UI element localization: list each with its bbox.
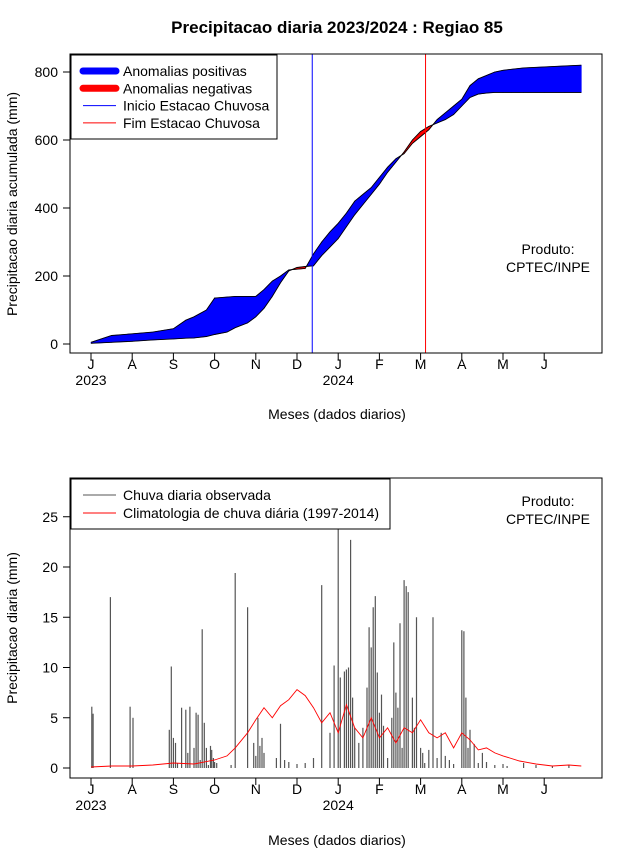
positive-anomaly-area bbox=[346, 200, 356, 228]
y-tick-label: 5 bbox=[50, 710, 58, 726]
y-axis-title: Precipitacao diaria acumulada (mm) bbox=[4, 92, 20, 316]
legend-box bbox=[70, 478, 391, 530]
positive-anomaly-area bbox=[214, 296, 228, 335]
y-tick-label: 200 bbox=[35, 268, 59, 284]
x-tick-label: D bbox=[292, 356, 302, 372]
positive-anomaly-area bbox=[337, 212, 347, 240]
positive-anomaly-area bbox=[321, 230, 331, 257]
year-label: 2023 bbox=[75, 797, 106, 813]
climatology-daily-line bbox=[90, 688, 582, 768]
positive-anomaly-area bbox=[247, 296, 257, 324]
positive-anomaly-area bbox=[523, 66, 545, 93]
x-tick-label: J bbox=[88, 781, 95, 797]
y-tick-label: 20 bbox=[42, 559, 58, 575]
x-axis-title: Meses (dados diarios) bbox=[268, 406, 406, 422]
x-tick-label: A bbox=[457, 356, 467, 372]
x-tick-label: O bbox=[209, 781, 220, 797]
y-tick-label: 0 bbox=[50, 760, 58, 776]
legend-label: Climatologia de chuva diária (1997-2014) bbox=[123, 505, 379, 521]
x-tick-label: F bbox=[375, 356, 384, 372]
x-tick-label: S bbox=[169, 781, 178, 797]
x-tick-label: N bbox=[251, 781, 261, 797]
legend-label: Anomalias positivas bbox=[123, 63, 247, 79]
y-tick-label: 15 bbox=[42, 609, 58, 625]
positive-anomaly-area bbox=[173, 319, 187, 340]
y-tick-label: 800 bbox=[35, 64, 59, 80]
y-tick-label: 0 bbox=[50, 336, 58, 352]
curves-layer bbox=[90, 64, 582, 344]
climatology-accumulated-line bbox=[90, 91, 582, 344]
positive-anomaly-area bbox=[461, 84, 471, 107]
x-tick-label: M bbox=[415, 356, 427, 372]
x-tick-label: D bbox=[292, 781, 302, 797]
positive-anomaly-area bbox=[494, 69, 504, 93]
product-label-line-2: CPTEC/INPE bbox=[506, 511, 590, 527]
y-tick-label: 10 bbox=[42, 660, 58, 676]
x-tick-label: O bbox=[209, 356, 220, 372]
x-axis-title: Meses (dados diarios) bbox=[268, 832, 406, 848]
year-label: 2023 bbox=[75, 372, 106, 388]
legend-label: Fim Estacao Chuvosa bbox=[123, 115, 260, 131]
x-tick-label: J bbox=[541, 781, 548, 797]
legend-label: Inicio Estacao Chuvosa bbox=[123, 98, 270, 114]
legend-label: Chuva diaria observada bbox=[123, 487, 271, 503]
positive-anomaly-area bbox=[502, 68, 512, 93]
rainy-season-lines bbox=[311, 54, 427, 353]
positive-anomaly-area bbox=[510, 67, 524, 93]
observed-accumulated-line bbox=[90, 64, 582, 343]
x-tick-label: M bbox=[415, 781, 427, 797]
x-tick-label: S bbox=[169, 356, 178, 372]
x-tick-label: J bbox=[541, 356, 548, 372]
figure-title: Precipitacao diaria 2023/2024 : Regiao 8… bbox=[171, 18, 503, 37]
x-tick-label: J bbox=[335, 781, 342, 797]
positive-anomaly-area bbox=[329, 222, 339, 248]
year-label: 2024 bbox=[323, 797, 354, 813]
x-tick-label: A bbox=[457, 781, 467, 797]
positive-anomaly-area bbox=[234, 296, 248, 329]
year-label: 2024 bbox=[323, 372, 354, 388]
x-tick-label: A bbox=[128, 356, 138, 372]
positive-anomaly-area bbox=[193, 309, 207, 339]
x-tick-label: M bbox=[497, 356, 509, 372]
product-label-line-2: CPTEC/INPE bbox=[506, 259, 590, 275]
positive-anomaly-area bbox=[313, 241, 323, 267]
x-tick-label: J bbox=[335, 356, 342, 372]
x-tick-label: N bbox=[251, 356, 261, 372]
y-tick-label: 600 bbox=[35, 132, 59, 148]
daily-rain-bars bbox=[91, 496, 570, 768]
y-tick-label: 25 bbox=[42, 509, 58, 525]
y-axis: 0 200 400 600 800 bbox=[35, 64, 71, 352]
y-axis: 0 5 10 15 20 25 bbox=[42, 509, 71, 776]
climatology-line-layer bbox=[90, 688, 582, 768]
product-label-line-1: Produto: bbox=[522, 241, 575, 257]
positive-anomaly-area bbox=[543, 65, 566, 93]
x-tick-label: J bbox=[88, 356, 95, 372]
x-tick-label: A bbox=[128, 781, 138, 797]
positive-anomaly-area bbox=[226, 296, 236, 333]
y-axis-title: Precipitacao diaria (mm) bbox=[4, 552, 20, 704]
positive-anomaly-area bbox=[564, 64, 582, 93]
x-tick-label: M bbox=[497, 781, 509, 797]
product-label-line-1: Produto: bbox=[522, 493, 575, 509]
x-tick-label: F bbox=[375, 781, 384, 797]
legend: Chuva diaria observada Climatologia de ch… bbox=[70, 478, 391, 530]
legend-label: Anomalias negativas bbox=[123, 80, 252, 96]
y-tick-label: 400 bbox=[35, 200, 59, 216]
